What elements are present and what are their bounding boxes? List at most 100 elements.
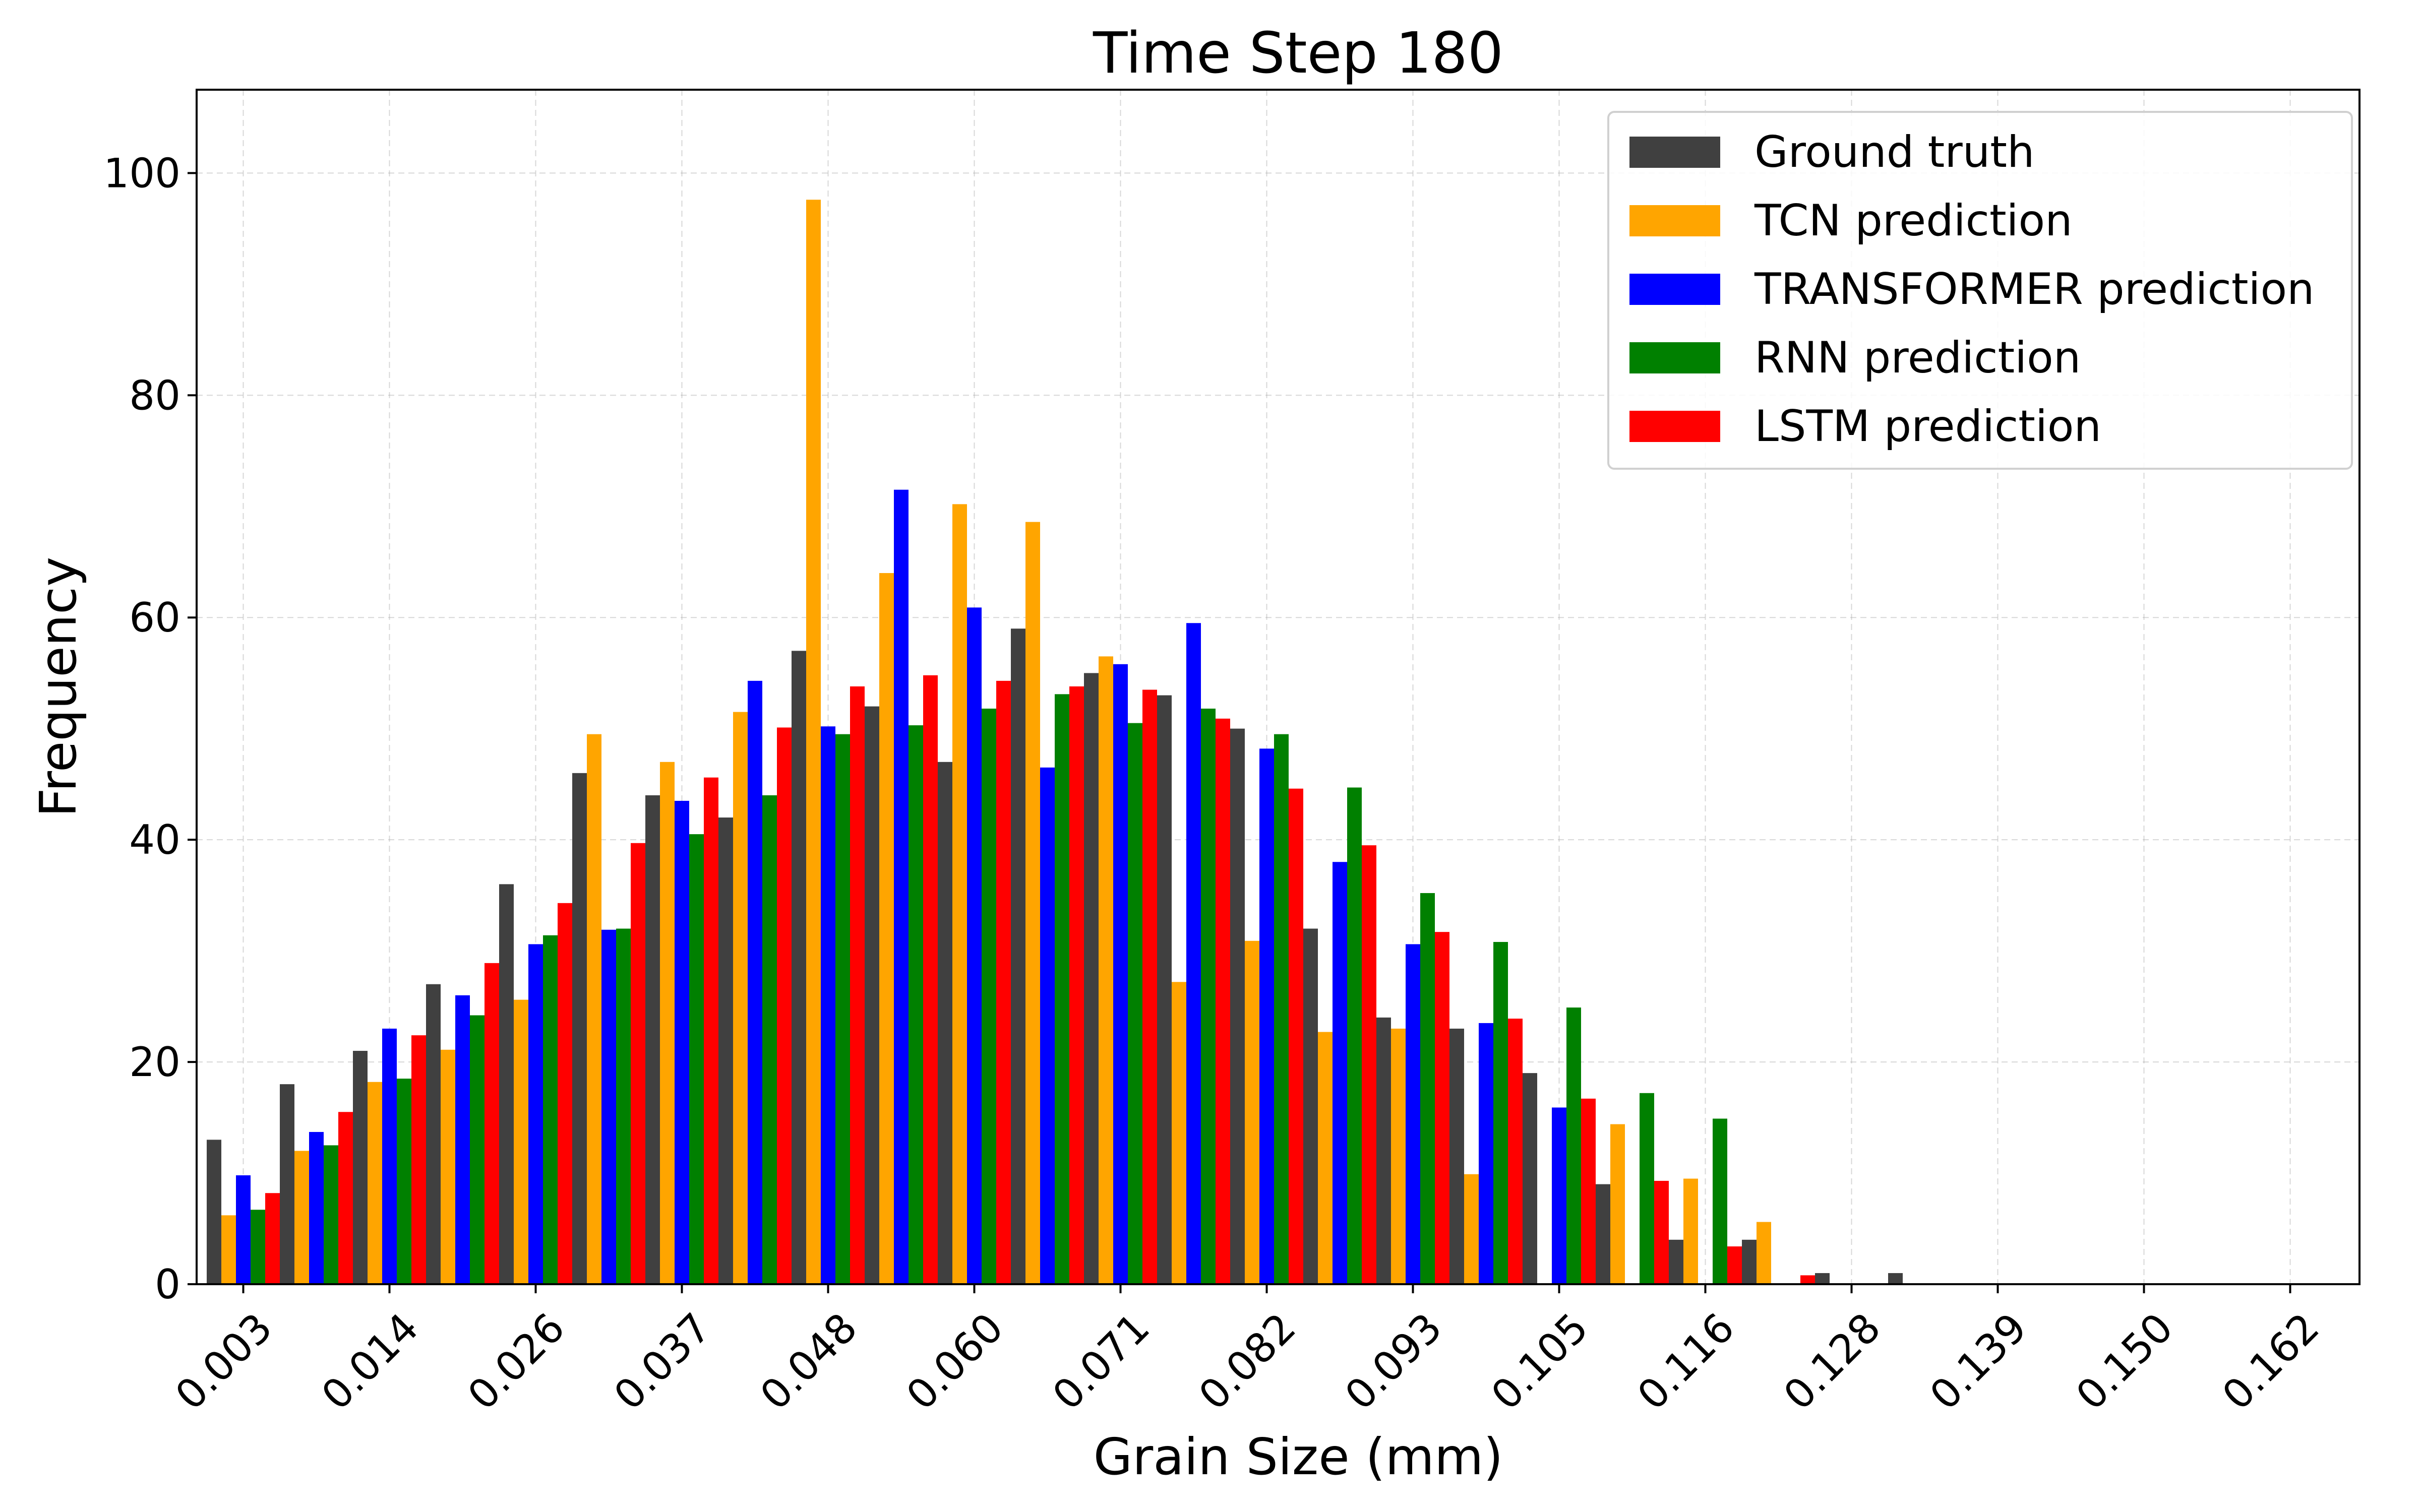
bar (1274, 734, 1289, 1284)
bar (236, 1175, 251, 1284)
bar (894, 489, 909, 1284)
legend-label: LSTM prediction (1754, 401, 2101, 452)
bar (455, 995, 470, 1284)
bar (982, 708, 996, 1284)
y-tick-label: 60 (129, 594, 180, 641)
bar (1640, 1093, 1654, 1284)
bar (792, 651, 806, 1284)
bar (967, 607, 982, 1284)
bar (1011, 628, 1025, 1284)
bar (207, 1140, 221, 1284)
bar (338, 1112, 353, 1284)
bar (411, 1035, 426, 1284)
bar (572, 773, 587, 1284)
x-tick-label: 0.128 (1775, 1304, 1890, 1419)
bar (1128, 723, 1142, 1284)
bar (426, 984, 441, 1284)
bar (353, 1051, 368, 1284)
x-tick-label: 0.162 (2213, 1304, 2328, 1419)
bar (645, 795, 660, 1284)
bar (485, 963, 499, 1284)
x-tick-label: 0.116 (1628, 1304, 1743, 1419)
bar (265, 1193, 280, 1284)
bar (835, 734, 850, 1284)
bar (1230, 728, 1245, 1284)
bar (368, 1082, 382, 1284)
bar (1654, 1180, 1669, 1284)
bar (1742, 1239, 1757, 1284)
y-tick-label: 100 (103, 150, 180, 197)
bar (1347, 787, 1362, 1284)
bar (1508, 1019, 1523, 1284)
bar (821, 726, 835, 1284)
bar (923, 675, 938, 1284)
bar (806, 200, 821, 1284)
bar (587, 734, 601, 1284)
x-tick-label: 0.139 (1921, 1304, 2036, 1419)
legend-swatch (1629, 411, 1720, 442)
bar (251, 1210, 265, 1284)
bar (1435, 932, 1449, 1284)
bar (1479, 1023, 1493, 1284)
bar (909, 725, 923, 1284)
bar (1099, 656, 1113, 1284)
y-tick-label: 20 (129, 1039, 180, 1086)
bar (952, 504, 967, 1284)
x-tick-label: 0.026 (459, 1304, 574, 1419)
bar (1391, 1028, 1406, 1284)
x-axis-ticks: 0.003 0.014 0.026 0.037 0.048 0.060 0.071 0.082… (166, 1284, 2328, 1419)
bar (1333, 862, 1347, 1284)
bar (221, 1215, 236, 1284)
bar (1055, 694, 1069, 1284)
bar (1800, 1275, 1815, 1284)
bar (660, 762, 675, 1284)
bar (1113, 664, 1128, 1284)
bar (1245, 940, 1259, 1284)
bar (850, 686, 865, 1284)
bar (1523, 1073, 1537, 1284)
legend-box (1607, 111, 2353, 470)
plot-frame (196, 89, 2361, 1285)
bar (1259, 748, 1274, 1284)
bar (1157, 695, 1172, 1284)
bar (1216, 718, 1230, 1284)
bar (616, 928, 631, 1284)
bar (441, 1049, 455, 1284)
bar (528, 944, 543, 1284)
bar (879, 573, 894, 1284)
bar (1186, 623, 1201, 1284)
bar (1566, 1007, 1581, 1284)
x-tick-label: 0.105 (1482, 1304, 1597, 1419)
x-tick-label: 0.014 (313, 1304, 428, 1419)
y-axis-label: Frequency (29, 557, 88, 817)
bar (1757, 1222, 1771, 1284)
bar (558, 903, 572, 1284)
bar (748, 680, 762, 1284)
legend-label: Ground truth (1754, 127, 2034, 177)
bar (1201, 708, 1216, 1284)
legend-label: TRANSFORMER prediction (1754, 264, 2315, 314)
legend-swatch (1629, 137, 1720, 168)
bar (1727, 1246, 1742, 1284)
bar (1376, 1017, 1391, 1284)
bar (601, 929, 616, 1284)
bar (996, 680, 1011, 1284)
bar (499, 884, 514, 1284)
x-tick-label: 0.082 (1190, 1304, 1305, 1419)
bar (1289, 788, 1303, 1284)
bar (1596, 1184, 1610, 1284)
legend: Ground truth TCN prediction TRANSFORMER pr… (1607, 111, 2353, 470)
bar (1449, 1028, 1464, 1284)
y-tick-label: 80 (129, 372, 180, 419)
legend-swatch (1629, 342, 1720, 373)
y-axis-ticks: 0 20 40 60 80 100 (103, 150, 197, 1308)
bar (689, 834, 704, 1284)
bar (397, 1079, 411, 1284)
bar (1669, 1239, 1683, 1284)
bar (704, 777, 718, 1284)
bar (1581, 1098, 1596, 1284)
bar (1493, 941, 1508, 1284)
bar (1888, 1273, 1903, 1284)
bar (675, 800, 689, 1284)
bar (1069, 686, 1084, 1284)
